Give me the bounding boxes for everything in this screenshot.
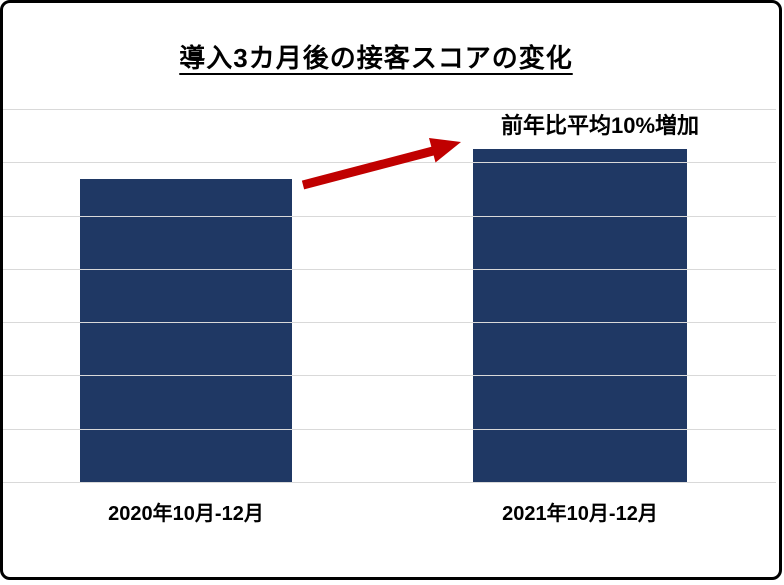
gridline [3,268,776,270]
gridline [3,428,776,430]
gridline [3,109,776,110]
gridline [3,322,776,324]
gridline [3,482,776,483]
growth-arrow-icon [301,138,461,190]
gridline [3,375,776,377]
gridline [3,215,776,217]
x-axis-label-2021: 2021年10月-12月 [502,503,658,525]
chart-title: 導入3カ月後の接客スコアの変化 [179,43,573,73]
bar-2021-oct-dec [473,148,687,483]
bar-2020-oct-dec [80,179,292,483]
increase-annotation: 前年比平均10%増加 [500,113,700,138]
x-axis-label-2020: 2020年10月-12月 [108,503,264,525]
